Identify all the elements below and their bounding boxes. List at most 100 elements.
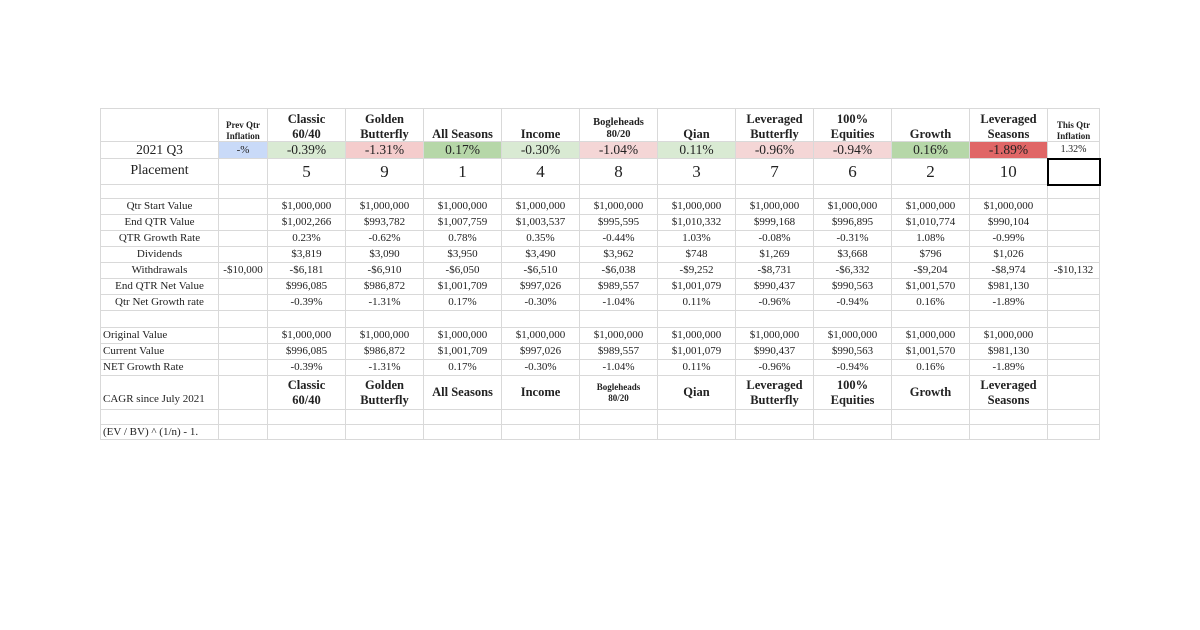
sheet-row: Qtr Net Growth rate -0.39% -1.31% 0.17% -0.3…: [100, 294, 1100, 311]
cell-value: 0.35%: [501, 230, 580, 247]
cell-value: $1,000,000: [657, 327, 736, 344]
empty-cell: [813, 310, 892, 328]
sheet-row: Prev Qtr Inflation Classic 60/40 Golden Bu…: [100, 108, 1100, 142]
column-header: Income: [501, 108, 580, 142]
cell-value: [218, 343, 268, 360]
empty-cell: [657, 424, 736, 440]
cell-value: [1047, 343, 1100, 360]
cell-value: $3,090: [345, 246, 424, 263]
cell-value: [1047, 359, 1100, 376]
empty-cell: [218, 310, 268, 328]
column-header: Classic 60/40: [267, 108, 346, 142]
cell-value: $1,000,000: [735, 327, 814, 344]
sheet-row: [100, 184, 1100, 199]
cell-value: $1,001,570: [891, 343, 970, 360]
empty-cell: [218, 424, 268, 440]
cell-value: [1047, 214, 1100, 231]
cell-value: -0.31%: [813, 230, 892, 247]
cell-value: 3: [657, 158, 736, 185]
column-header: Bogleheads 80/20: [579, 375, 658, 410]
cell-value: [218, 214, 268, 231]
empty-cell: [501, 424, 580, 440]
cell-value: $3,668: [813, 246, 892, 263]
empty-cell: [969, 184, 1048, 199]
cell-value: [218, 230, 268, 247]
cell-value: $1,003,537: [501, 214, 580, 231]
cell-value: 0.11%: [657, 294, 736, 311]
cell-value: $990,563: [813, 343, 892, 360]
cell-value: $748: [657, 246, 736, 263]
cell-value: $996,085: [267, 343, 346, 360]
cell-value: -$9,252: [657, 262, 736, 279]
empty-cell: [100, 184, 219, 199]
cell-value: -0.39%: [267, 294, 346, 311]
cell-value: 0.23%: [267, 230, 346, 247]
cell-value: $1,000,000: [423, 198, 502, 215]
column-header: Golden Butterfly: [345, 108, 424, 142]
row-label: Original Value: [100, 327, 219, 344]
sheet-row: Dividends $3,819 $3,090 $3,950 $3,490 $3,962 $…: [100, 246, 1100, 263]
empty-cell: [657, 310, 736, 328]
cell-value: $981,130: [969, 343, 1048, 360]
sheet-row: NET Growth Rate -0.39% -1.31% 0.17% -0.30% -1…: [100, 359, 1100, 376]
sheet-row: Qtr Start Value $1,000,000 $1,000,000 $1,00…: [100, 198, 1100, 215]
cell-value: -0.94%: [813, 294, 892, 311]
cell-value: [218, 359, 268, 376]
sheet-row: (EV / BV) ^ (1/n) - 1.: [100, 424, 1100, 440]
empty-cell: [345, 184, 424, 199]
cell-value: 0.17%: [423, 141, 502, 159]
column-header: 100% Equities: [813, 108, 892, 142]
cell-value: -1.31%: [345, 294, 424, 311]
cell-value: -0.99%: [969, 230, 1048, 247]
row-label: Withdrawals: [100, 262, 219, 279]
cell-value: $1,000,000: [267, 327, 346, 344]
cell-value: -0.30%: [501, 359, 580, 376]
empty-cell: [969, 409, 1048, 425]
row-label: Qtr Start Value: [100, 198, 219, 215]
cell-value: $1,000,000: [423, 327, 502, 344]
cell-value: 0.17%: [423, 294, 502, 311]
cell-value: 7: [735, 158, 814, 185]
empty-cell: [423, 409, 502, 425]
empty-cell: [218, 184, 268, 199]
empty-cell: [1047, 184, 1100, 199]
cell-value: -0.08%: [735, 230, 814, 247]
cell-value: [218, 246, 268, 263]
empty-cell: [423, 184, 502, 199]
cell-value: 4: [501, 158, 580, 185]
cell-value: -0.96%: [735, 141, 814, 159]
cell-value: $986,872: [345, 278, 424, 295]
cell-value: -1.31%: [345, 141, 424, 159]
empty-cell: [501, 184, 580, 199]
row-label: Qtr Net Growth rate: [100, 294, 219, 311]
empty-cell: [100, 108, 219, 142]
cell-value: $997,026: [501, 278, 580, 295]
empty-cell: [345, 310, 424, 328]
cell-value: $993,782: [345, 214, 424, 231]
row-label: Dividends: [100, 246, 219, 263]
cell-value: -0.62%: [345, 230, 424, 247]
cell-value: -0.30%: [501, 141, 580, 159]
empty-cell: [579, 424, 658, 440]
cell-value: -$6,038: [579, 262, 658, 279]
cell-value: 0.11%: [657, 141, 736, 159]
empty-cell: [813, 409, 892, 425]
cell-value: $3,962: [579, 246, 658, 263]
empty-cell: [579, 184, 658, 199]
sheet-row: Placement 5 9 1 4 8 3 7 6 2 10: [100, 157, 1101, 186]
sheet-row: Current Value $996,085 $986,872 $1,001,709 $…: [100, 343, 1100, 360]
cell-value: $1,000,000: [579, 327, 658, 344]
cell-value: $1,000,000: [813, 327, 892, 344]
cell-value: -$10,000: [218, 262, 268, 279]
row-label: End QTR Net Value: [100, 278, 219, 295]
column-header: Growth: [891, 375, 970, 410]
cell-value: $997,026: [501, 343, 580, 360]
cell-value: [218, 327, 268, 344]
cell-value: 9: [345, 158, 424, 185]
empty-cell: [1047, 409, 1100, 425]
empty-cell: [891, 310, 970, 328]
cell-value: $999,168: [735, 214, 814, 231]
sheet-row: CAGR since July 2021 Classic 60/40 Golden …: [100, 375, 1100, 410]
row-label: End QTR Value: [100, 214, 219, 231]
